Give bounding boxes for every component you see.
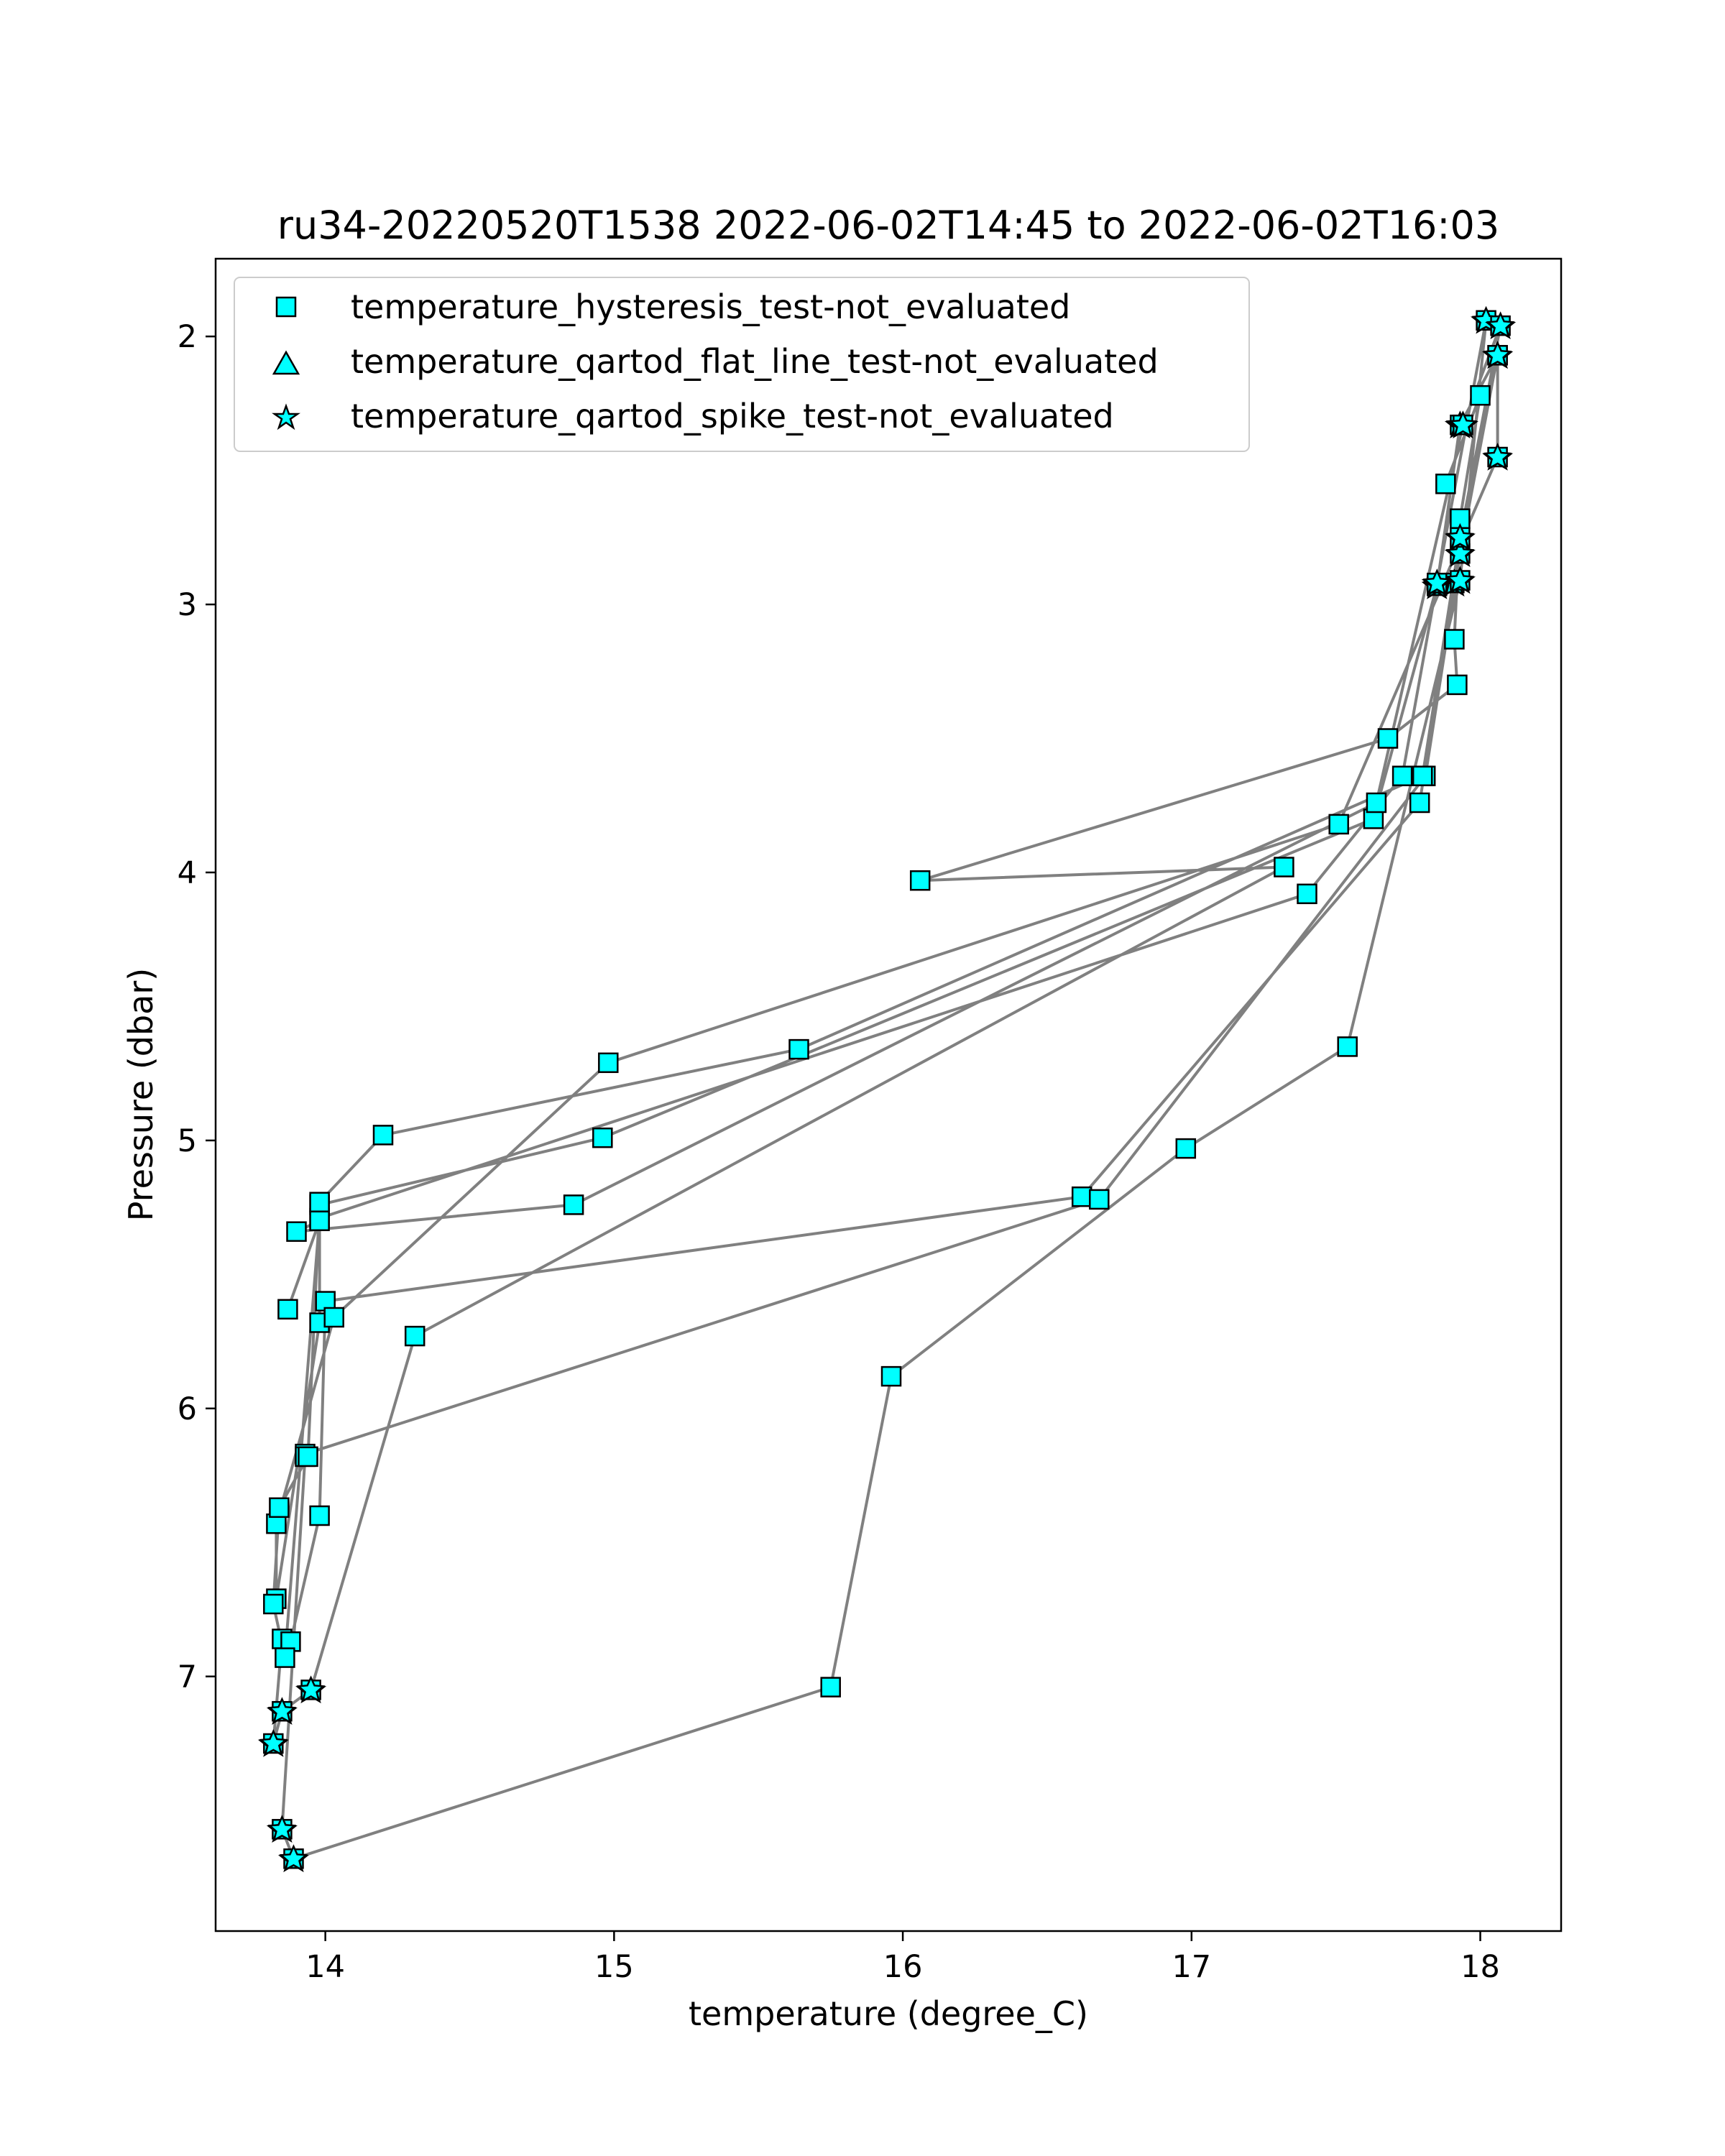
data-point-square-marker xyxy=(298,1446,318,1468)
legend-star-marker-icon xyxy=(272,403,300,430)
data-point-square-marker xyxy=(1366,792,1387,814)
data-point-star-marker xyxy=(267,1815,297,1842)
data-point-square-marker xyxy=(1412,765,1433,786)
data-point-star-marker xyxy=(1483,442,1512,470)
data-point-square-marker xyxy=(820,1677,841,1697)
x-tick-label: 15 xyxy=(594,1949,634,1985)
chart-title: ru34-20220520T1538 2022-06-02T14:45 to 2… xyxy=(277,203,1499,248)
data-point-square-marker xyxy=(309,1505,330,1526)
legend-triangle-marker-icon xyxy=(272,350,300,375)
data-point-square-marker xyxy=(1447,674,1468,696)
legend-label-hysteresis: temperature_hysteresis_test-not_evaluate… xyxy=(351,287,1070,326)
data-point-square-marker xyxy=(286,1221,307,1242)
y-axis-ticks: 2 3 4 5 6 7 xyxy=(178,319,216,1695)
data-point-square-marker xyxy=(1337,1036,1358,1057)
data-point-square-marker xyxy=(1274,857,1294,877)
legend-square-marker-icon xyxy=(275,296,297,318)
y-tick-label: 6 xyxy=(178,1391,197,1427)
y-tick-label: 4 xyxy=(178,855,197,891)
data-point-star-marker xyxy=(267,1697,297,1724)
data-point-square-marker xyxy=(592,1127,613,1148)
legend-box xyxy=(234,277,1250,452)
x-tick-label: 17 xyxy=(1172,1949,1211,1985)
data-point-star-marker xyxy=(279,1844,308,1871)
data-point-star-marker xyxy=(1448,410,1478,438)
data-point-star-marker xyxy=(1422,568,1452,596)
plot-area-frame xyxy=(214,257,1563,1932)
y-axis-label: Pressure (dbar) xyxy=(121,968,160,1221)
data-point-square-marker xyxy=(1328,814,1349,835)
data-point-square-marker xyxy=(598,1052,619,1074)
data-point-square-marker xyxy=(1444,629,1465,650)
data-point-square-marker xyxy=(1392,765,1413,786)
data-markers xyxy=(257,305,1517,1873)
data-point-star-marker xyxy=(1445,566,1475,593)
y-tick-label: 2 xyxy=(178,319,197,355)
x-axis-label: temperature (degree_C) xyxy=(689,1994,1088,2033)
y-tick-label: 7 xyxy=(178,1659,197,1695)
x-tick-label: 14 xyxy=(305,1949,345,1985)
data-point-square-marker xyxy=(263,1593,284,1615)
data-point-square-marker xyxy=(277,1299,298,1320)
data-point-square-marker xyxy=(323,1307,344,1328)
x-axis-ticks: 14 15 16 17 18 xyxy=(305,1931,1500,1985)
data-point-star-marker xyxy=(1483,341,1512,368)
data-point-square-marker xyxy=(275,1647,295,1668)
x-tick-label: 18 xyxy=(1460,1949,1500,1985)
data-point-square-marker xyxy=(563,1194,584,1215)
data-point-square-marker xyxy=(1089,1189,1110,1210)
data-point-star-marker xyxy=(259,1728,288,1756)
data-point-square-marker xyxy=(788,1038,809,1060)
data-point-square-marker xyxy=(1377,728,1399,749)
legend: temperature_hysteresis_test-not_evaluate… xyxy=(234,277,1250,452)
legend-label-flat-line: temperature_qartod_flat_line_test-not_ev… xyxy=(351,342,1159,381)
data-point-star-marker xyxy=(1445,522,1475,550)
data-point-square-marker xyxy=(1297,883,1317,905)
legend-label-spike: temperature_qartod_spike_test-not_evalua… xyxy=(351,397,1114,436)
data-point-square-marker xyxy=(372,1125,394,1146)
data-point-square-marker xyxy=(309,1210,330,1232)
x-tick-label: 16 xyxy=(883,1949,923,1985)
data-point-square-marker xyxy=(1435,474,1456,494)
data-point-star-marker xyxy=(296,1675,326,1703)
y-tick-label: 5 xyxy=(178,1123,197,1159)
data-point-square-marker xyxy=(1409,792,1430,814)
data-point-square-marker xyxy=(1470,384,1491,406)
data-point-square-marker xyxy=(1071,1186,1092,1207)
data-point-square-marker xyxy=(269,1497,290,1519)
data-point-star-marker xyxy=(1486,311,1515,338)
data-point-square-marker xyxy=(309,1192,330,1212)
data-point-square-marker xyxy=(880,1365,902,1387)
data-point-square-marker xyxy=(909,870,931,891)
y-tick-label: 3 xyxy=(178,587,197,623)
data-point-square-marker xyxy=(404,1325,426,1347)
data-point-square-marker xyxy=(1175,1138,1197,1159)
